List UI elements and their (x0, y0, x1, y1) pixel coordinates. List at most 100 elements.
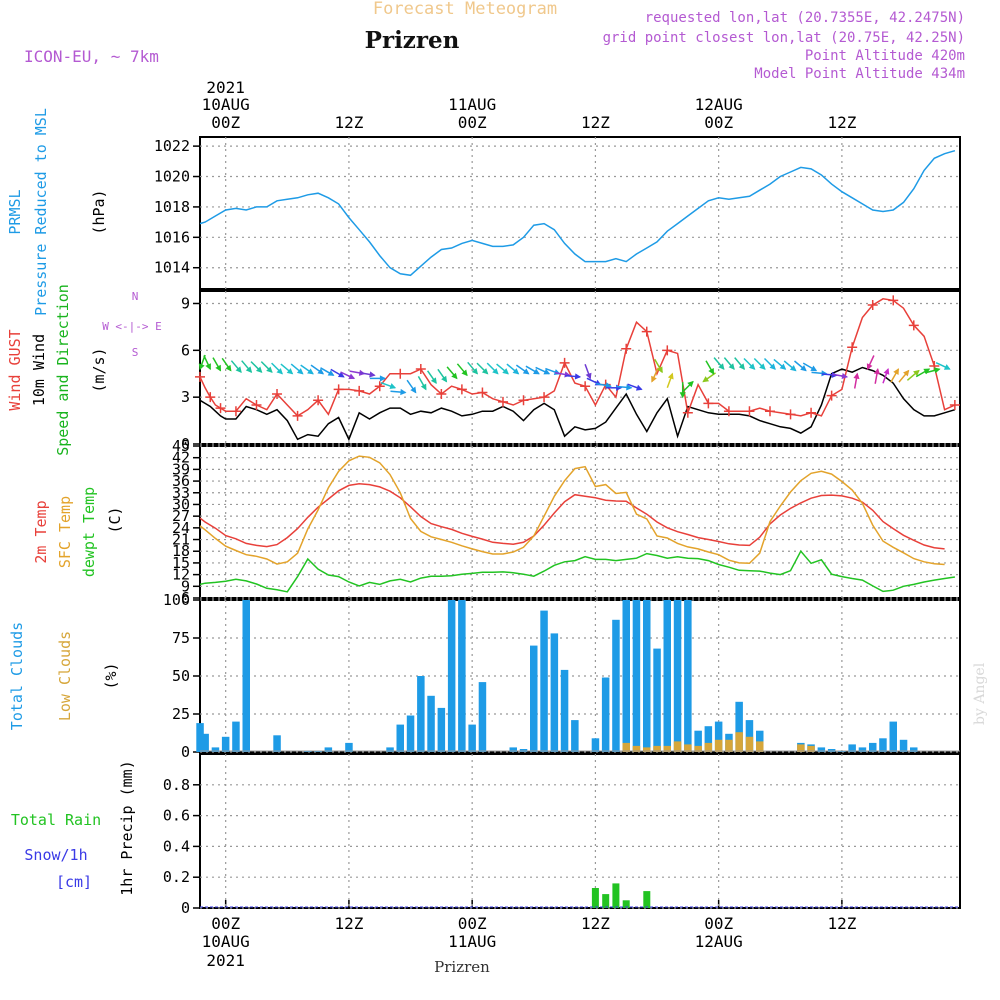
panel-frame (199, 136, 961, 290)
y-tick-label: 0.4 (163, 837, 190, 855)
total-cloud-bar (869, 742, 877, 752)
gust-marker (908, 320, 919, 331)
wind-speed-line (199, 366, 956, 442)
y-tick-label: 6 (181, 341, 190, 359)
wind-direction-arrowhead (430, 377, 437, 384)
total-cloud-bar (221, 736, 230, 752)
total-cloud-bar (612, 619, 620, 752)
wind-direction-arrowhead (296, 368, 304, 375)
total-cloud-bar (889, 721, 897, 752)
total-cloud-bar (478, 682, 487, 752)
y-tick-label: 9 (181, 577, 190, 595)
total-cloud-bar (447, 600, 456, 752)
wind-direction-arrowhead (255, 366, 263, 373)
total-cloud-bar (560, 669, 569, 752)
wind-direction-arrowhead (574, 373, 582, 380)
wind-direction-arrowhead (369, 371, 376, 378)
y-tick-label: 36 (172, 472, 190, 490)
gust-marker (497, 396, 508, 407)
total-cloud-bar (324, 747, 333, 752)
low-cloud-bar (694, 745, 702, 752)
gust-marker (682, 407, 693, 418)
wind-direction-arrowhead (410, 386, 417, 394)
y-tick-label: 1020 (154, 168, 190, 186)
total-cloud-bar (211, 747, 220, 752)
bottom-hour-label: 12Z (334, 914, 363, 933)
y-tick-label: 0.2 (163, 868, 190, 886)
y-tick-label: 75 (172, 629, 190, 647)
total-cloud-bar (694, 730, 702, 752)
wind-direction-arrowhead (657, 366, 663, 374)
top-hour-label: 00Z (458, 113, 487, 132)
gust-marker (436, 389, 447, 400)
gust-marker (456, 384, 467, 395)
wind-direction-arrowhead (543, 368, 551, 375)
total-cloud-bar (571, 720, 579, 752)
wind-direction-arrowhead (626, 384, 633, 391)
gust-marker (354, 385, 365, 396)
gust-marker (847, 342, 858, 353)
y-tick-label: 1022 (154, 137, 190, 155)
wind-direction-arrowhead (379, 375, 387, 382)
wind-direction-arrowhead (913, 369, 920, 377)
total-cloud-bar (550, 633, 559, 752)
grid-point-coordinates: grid point closest lon,lat (20.75E, 42.2… (603, 30, 965, 46)
top-hour-label: 00Z (704, 113, 733, 132)
wind-direction-arrowhead (667, 372, 674, 380)
total-cloud-bar (879, 738, 887, 752)
chart-panels: 1014101610181020102203696912151821242730… (6, 108, 961, 917)
compass-north: N (132, 290, 139, 303)
wind-direction-arrowhead (687, 380, 694, 388)
wind-direction-arrowhead (728, 363, 735, 370)
total-cloud-bar (458, 600, 466, 752)
low-cloud-bar (735, 732, 743, 752)
total-cloud-bar (858, 747, 867, 752)
total-cloud-bar (663, 600, 671, 752)
gust-marker (395, 368, 406, 379)
total-cloud-bar (417, 676, 425, 752)
bottom-year-label: 2021 (206, 951, 245, 970)
wind-direction-arrowhead (461, 369, 468, 377)
wind-direction-arrowhead (585, 372, 592, 380)
wind-direction-arrowhead (943, 364, 951, 370)
y-tick-label: 0.6 (163, 807, 190, 825)
y-tick-label: 21 (172, 531, 190, 549)
gust-marker (195, 371, 205, 382)
top-day-label: 12AUG (695, 95, 743, 114)
total-cloud-bar (591, 738, 600, 752)
dewpt-title: dewpt Temp (80, 487, 98, 577)
gust-marker (621, 343, 632, 354)
rain-bar (622, 900, 630, 908)
wind-direction-arrowhead (800, 365, 807, 372)
gust-marker (559, 357, 570, 368)
wind-direction-arrowhead (389, 383, 397, 389)
total-cloud-bar (345, 742, 353, 752)
wind-direction-arrowhead (873, 368, 881, 375)
y-tick-label: 18 (172, 542, 190, 560)
y-tick-label: 1018 (154, 198, 190, 216)
y-tick-label: 27 (172, 507, 190, 525)
panel-frame (199, 753, 961, 909)
top-hour-label: 12Z (827, 113, 856, 132)
low-cloud-bar (807, 745, 815, 752)
gust-marker (929, 360, 940, 371)
total-cloud-bar (643, 600, 651, 752)
pressure-title: PRMSL (6, 189, 24, 234)
wind-direction-arrowhead (348, 373, 356, 380)
total-cloud-bar (242, 600, 250, 752)
total-cloud-bar (756, 730, 764, 752)
wind-direction-arrowhead (923, 368, 931, 375)
gust-marker (785, 409, 796, 420)
bottom-hour-label: 00Z (704, 914, 733, 933)
wind-direction-arrowhead (718, 363, 725, 370)
y-tick-label: 1016 (154, 228, 190, 246)
low-cloud-bar (745, 736, 754, 752)
total-cloud-bar (396, 724, 404, 752)
total-cloud-bar (201, 733, 209, 752)
total-cloud-bar (653, 648, 661, 752)
gust-marker (374, 381, 385, 392)
wind-direction-arrowhead (198, 363, 205, 371)
model-altitude: Model Point Altitude 434m (754, 66, 965, 82)
low-cloud-bar (725, 739, 733, 752)
